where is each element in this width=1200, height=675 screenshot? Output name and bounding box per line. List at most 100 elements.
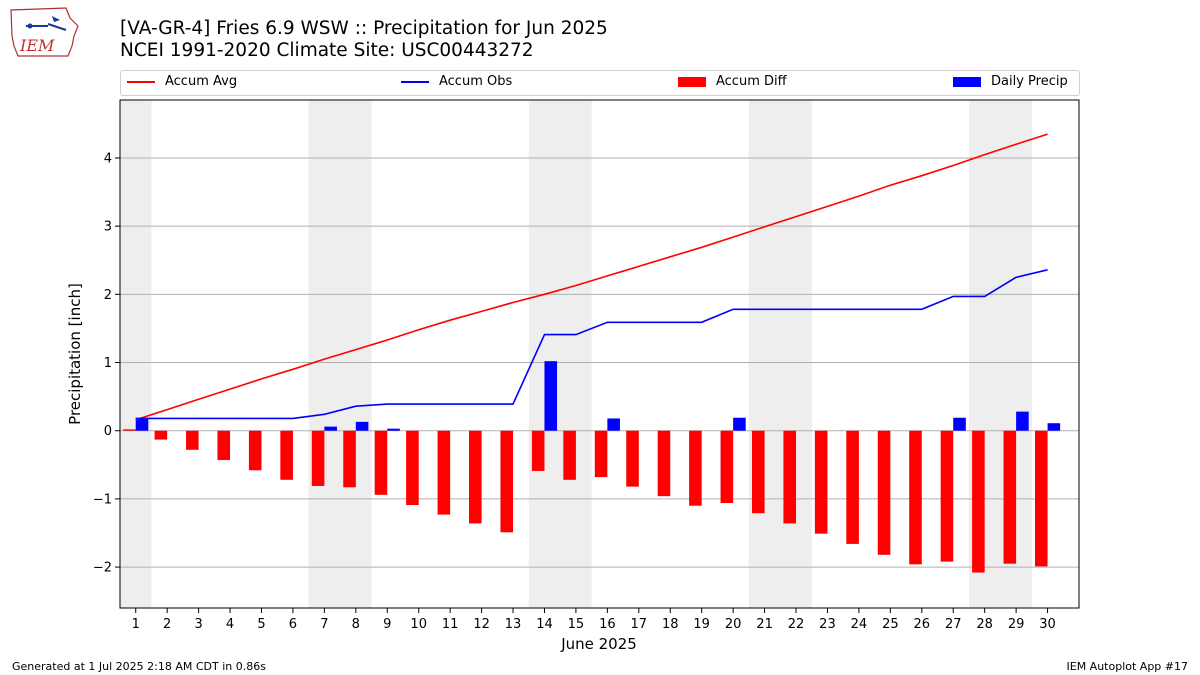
- bars: [123, 361, 1061, 573]
- accum-diff-bar: [437, 430, 451, 515]
- y-tick-label: 1: [104, 356, 112, 371]
- legend-label: Daily Precip: [991, 74, 1068, 89]
- x-tick-label: 30: [1039, 617, 1056, 632]
- accum-diff-bar: [500, 430, 514, 533]
- x-tick-label: 11: [442, 617, 459, 632]
- x-tick-label: 27: [945, 617, 962, 632]
- accum-diff-bar: [374, 430, 388, 495]
- accum-diff-bar: [186, 430, 199, 450]
- x-tick-label: 8: [352, 617, 360, 632]
- accum-obs-line: [135, 269, 1048, 420]
- legend-item-accum-avg: Accum Avg: [127, 74, 237, 90]
- daily-precip-bar: [355, 421, 369, 431]
- daily-precip-bar: [387, 428, 400, 431]
- daily-precip-bar: [1047, 423, 1061, 431]
- accum-diff-bar: [814, 430, 828, 534]
- weekend-band: [528, 100, 592, 608]
- x-tick-label: 5: [257, 617, 265, 632]
- accum-diff-bar: [406, 430, 419, 506]
- daily-precip-bar: [607, 418, 620, 431]
- x-tick-label: 9: [383, 617, 391, 632]
- x-tick-label: 15: [568, 617, 585, 632]
- daily-precip-bar: [1016, 411, 1029, 431]
- accum-diff-bar: [720, 430, 734, 503]
- daily-precip-bar: [544, 361, 558, 431]
- x-tick-label: 22: [788, 617, 805, 632]
- accum-diff-bar: [1003, 430, 1017, 564]
- svg-text:IEM: IEM: [19, 36, 55, 55]
- legend-swatch: [127, 80, 155, 83]
- x-axis-ticks: 1 2 3 4 5 6 7 8 9 10 11 12 13 14 15 16 17 18 19 20 21 22 23 24 2…: [132, 608, 1056, 632]
- legend-label: Accum Obs: [439, 74, 513, 89]
- accum-diff-bar: [877, 430, 891, 555]
- accum-diff-bar: [594, 430, 608, 478]
- y-tick-label: 0: [104, 424, 112, 439]
- grid-lines: [120, 157, 1079, 568]
- y-tick-label: 4: [104, 151, 112, 166]
- accum-diff-bar: [563, 430, 576, 480]
- accum-diff-bar: [689, 430, 702, 506]
- weekend-shading: [120, 100, 1032, 608]
- legend-swatch: [678, 76, 706, 87]
- y-tick-label: 3: [104, 220, 112, 235]
- x-tick-label: 14: [536, 617, 553, 632]
- chart-title: [VA-GR-4] Fries 6.9 WSW :: Precipitation…: [120, 18, 608, 39]
- accum-avg-line: [135, 133, 1048, 421]
- daily-precip-bar: [953, 417, 966, 431]
- y-axis-ticks: −2 −1 0 1 2 3 4: [93, 151, 120, 576]
- x-tick-label: 18: [662, 617, 679, 632]
- x-tick-label: 17: [631, 617, 648, 632]
- legend-label: Accum Avg: [165, 74, 238, 89]
- accum-diff-bar: [343, 430, 356, 488]
- accum-diff-bar: [531, 430, 545, 471]
- x-tick-label: 28: [976, 617, 993, 632]
- accum-diff-bar: [154, 430, 168, 440]
- accum-diff-bar: [909, 430, 922, 565]
- legend-swatch: [401, 80, 429, 83]
- weekend-band: [120, 100, 152, 608]
- daily-precip-bar: [135, 418, 149, 431]
- footer-app: IEM Autoplot App #17: [1066, 660, 1189, 673]
- accum-diff-bar: [940, 430, 954, 562]
- x-tick-label: 25: [882, 617, 899, 632]
- x-tick-label: 24: [851, 617, 868, 632]
- x-tick-label: 29: [1008, 617, 1025, 632]
- chart-subtitle: NCEI 1991-2020 Climate Site: USC00443272: [120, 40, 534, 61]
- daily-precip-bar: [324, 426, 337, 431]
- x-tick-label: 4: [226, 617, 234, 632]
- x-tick-label: 1: [132, 617, 140, 632]
- x-tick-label: 6: [289, 617, 297, 632]
- x-tick-label: 10: [410, 617, 427, 632]
- y-tick-label: −2: [93, 561, 112, 576]
- series-lines: [135, 133, 1048, 421]
- accum-diff-bar: [469, 430, 482, 524]
- accum-diff-bar: [280, 430, 293, 480]
- daily-precip-bar: [733, 417, 746, 431]
- y-tick-label: 2: [104, 288, 112, 303]
- iowa-map-icon: IEM: [10, 7, 79, 57]
- x-tick-label: 16: [599, 617, 616, 632]
- x-tick-label: 2: [163, 617, 171, 632]
- accum-diff-bar: [972, 430, 985, 573]
- x-tick-label: 12: [473, 617, 490, 632]
- x-tick-label: 26: [914, 617, 931, 632]
- accum-diff-bar: [311, 430, 325, 486]
- legend-item-daily-precip: Daily Precip: [953, 74, 1068, 90]
- accum-diff-bar: [248, 430, 262, 471]
- x-tick-label: 21: [756, 617, 773, 632]
- weekend-band: [748, 100, 812, 608]
- legend-item-accum-obs: Accum Obs: [401, 74, 512, 90]
- x-tick-label: 13: [505, 617, 522, 632]
- x-axis-label: June 2025: [560, 635, 637, 653]
- accum-diff-bar: [846, 430, 859, 544]
- legend-swatch: [953, 76, 981, 87]
- legend: Accum Avg Accum Obs Accum Diff Daily Pre…: [120, 70, 1080, 96]
- x-tick-label: 7: [320, 617, 328, 632]
- accum-diff-bar: [657, 430, 671, 497]
- footer-generated: Generated at 1 Jul 2025 2:18 AM CDT in 0…: [12, 660, 266, 673]
- accum-diff-bar: [626, 430, 639, 487]
- accum-diff-bar: [783, 430, 797, 524]
- x-tick-label: 3: [194, 617, 202, 632]
- x-tick-label: 19: [693, 617, 710, 632]
- accum-diff-bar: [751, 430, 765, 514]
